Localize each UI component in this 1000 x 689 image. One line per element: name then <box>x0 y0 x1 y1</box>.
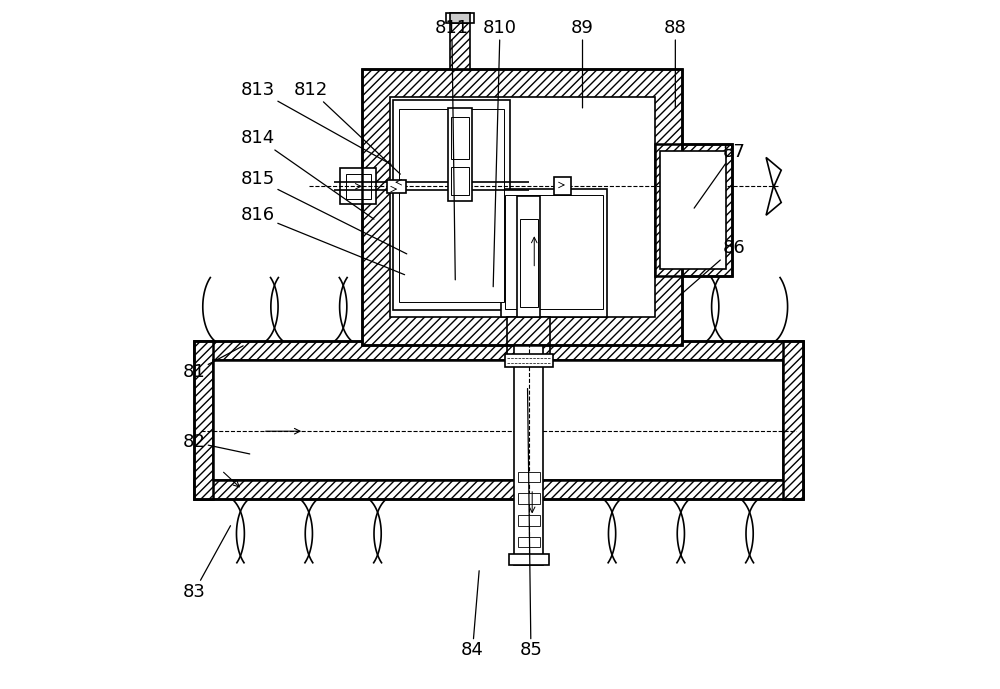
Bar <box>507 341 550 360</box>
Text: 812: 812 <box>294 81 400 174</box>
Text: 85: 85 <box>520 389 542 659</box>
Text: 813: 813 <box>241 81 391 165</box>
Bar <box>514 317 543 564</box>
Bar <box>446 13 474 23</box>
Bar <box>517 196 540 317</box>
Bar <box>554 176 571 194</box>
Bar <box>194 341 213 500</box>
Text: 84: 84 <box>461 570 484 659</box>
Text: 86: 86 <box>681 239 745 294</box>
Bar <box>194 341 803 500</box>
Bar <box>655 144 732 276</box>
Bar <box>501 189 607 317</box>
Polygon shape <box>766 158 781 215</box>
Bar <box>393 101 510 310</box>
Text: 810: 810 <box>483 19 517 287</box>
Bar <box>518 537 540 547</box>
Bar <box>340 169 376 204</box>
Bar <box>509 553 549 564</box>
Bar <box>451 167 469 194</box>
Text: 88: 88 <box>664 19 687 108</box>
Text: 814: 814 <box>241 130 374 219</box>
Bar <box>505 354 553 367</box>
Text: 89: 89 <box>571 19 594 108</box>
Bar <box>450 13 470 23</box>
Bar <box>194 341 803 360</box>
Bar <box>505 195 603 309</box>
Bar <box>448 108 472 201</box>
Bar <box>520 218 538 307</box>
Text: 87: 87 <box>694 143 745 208</box>
Bar <box>518 493 540 504</box>
Text: 81: 81 <box>183 346 243 381</box>
Text: 815: 815 <box>241 170 407 254</box>
Bar <box>362 70 682 344</box>
Bar <box>518 515 540 526</box>
Bar <box>660 151 726 269</box>
Text: 816: 816 <box>241 206 405 275</box>
Bar <box>213 360 783 480</box>
Bar <box>507 317 550 344</box>
Bar <box>194 480 803 500</box>
Bar <box>450 23 470 70</box>
Bar <box>783 341 803 500</box>
Bar <box>655 144 732 276</box>
Text: 811: 811 <box>435 19 469 280</box>
Bar <box>213 360 783 480</box>
Bar <box>362 70 682 344</box>
Bar <box>518 472 540 482</box>
Bar <box>390 97 655 317</box>
Bar <box>387 180 406 192</box>
Bar <box>346 174 371 198</box>
Text: 83: 83 <box>183 526 230 601</box>
Text: 82: 82 <box>183 433 250 454</box>
Bar <box>399 110 504 302</box>
Bar <box>451 117 469 159</box>
